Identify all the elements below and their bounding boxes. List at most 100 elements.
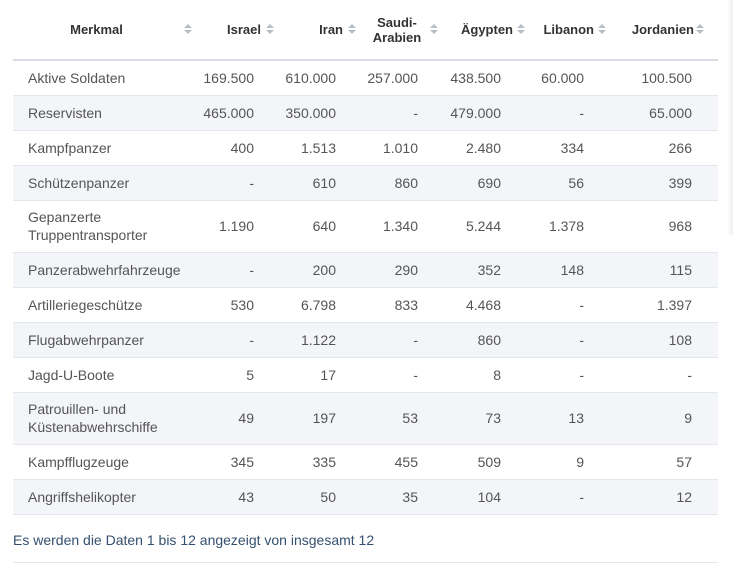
value-cell-saudi: 833 [362, 287, 444, 323]
sort-arrows-icon [696, 23, 704, 36]
header-label: Libanon [543, 22, 594, 37]
data-table-container: Merkmal Israel Iran Saudi- Arabien [13, 0, 718, 515]
value-cell-israel: - [198, 165, 280, 201]
row-label-cell: Reservisten [13, 95, 198, 131]
header-iran[interactable]: Iran [280, 0, 362, 61]
value-cell-libanon: 334 [527, 130, 610, 166]
value-cell-libanon: 1.378 [527, 200, 610, 253]
value-cell-israel: 169.500 [198, 60, 280, 96]
value-cell-jordanien: 100.500 [610, 60, 718, 96]
row-label-cell: Panzerabwehrfahrzeuge [13, 252, 198, 288]
header-libanon[interactable]: Libanon [527, 0, 610, 61]
table-body: Aktive Soldaten 169.500 610.000 257.000 438.… [13, 60, 718, 515]
value-cell-saudi: 455 [362, 444, 444, 480]
row-label: Panzerabwehrfahrzeuge [28, 261, 181, 278]
value-cell-iran: 335 [280, 444, 362, 480]
header-label: Merkmal [70, 22, 123, 37]
divider [13, 562, 718, 563]
value-cell-libanon: - [527, 357, 610, 393]
header-merkmal[interactable]: Merkmal [13, 0, 198, 61]
value-cell-aegypten: 352 [444, 252, 527, 288]
row-label: Aktive Soldaten [28, 69, 126, 86]
value-cell-libanon: 60.000 [527, 60, 610, 96]
value-cell-saudi: - [362, 357, 444, 393]
value-cell-jordanien: - [610, 357, 718, 393]
value-cell-iran: 1.513 [280, 130, 362, 166]
header-jordanien[interactable]: Jordanien [610, 0, 718, 61]
value-cell-jordanien: 108 [610, 322, 718, 358]
value-cell-aegypten: 104 [444, 479, 527, 515]
row-label-cell: Kampfflugzeuge [13, 444, 198, 480]
value-cell-aegypten: 8 [444, 357, 527, 393]
value-cell-jordanien: 12 [610, 479, 718, 515]
table-row: Flugabwehrpanzer -1.122-860-108 [13, 322, 718, 358]
value-cell-libanon: - [527, 479, 610, 515]
value-cell-israel: - [198, 322, 280, 358]
table-row: Aktive Soldaten 169.500 610.000 257.000 438.… [13, 60, 718, 96]
value-cell-saudi: 1.010 [362, 130, 444, 166]
value-cell-saudi: - [362, 322, 444, 358]
value-cell-israel: - [198, 252, 280, 288]
table-row: Jagd-U-Boote 5 17-8- - [13, 357, 718, 393]
value-cell-libanon: - [527, 95, 610, 131]
value-cell-iran: 200 [280, 252, 362, 288]
value-cell-saudi: 257.000 [362, 60, 444, 96]
value-cell-libanon: 148 [527, 252, 610, 288]
row-label: Kampfpanzer [28, 139, 112, 156]
row-label-cell: Angriffshelikopter [13, 479, 198, 515]
sort-arrows-icon [598, 23, 606, 36]
value-cell-libanon: 9 [527, 444, 610, 480]
value-cell-libanon: - [527, 287, 610, 323]
value-cell-libanon: 13 [527, 392, 610, 445]
value-cell-iran: 350.000 [280, 95, 362, 131]
row-label-cell: Kampfpanzer [13, 130, 198, 166]
row-label: Artilleriegeschütze [28, 296, 143, 313]
value-cell-saudi: 860 [362, 165, 444, 201]
sort-arrows-icon [348, 23, 356, 36]
header-label-line2: Arabien [372, 29, 422, 45]
header-saudi-arabien[interactable]: Saudi- Arabien [362, 0, 444, 61]
value-cell-iran: 6.798 [280, 287, 362, 323]
value-cell-jordanien: 65.000 [610, 95, 718, 131]
value-cell-israel: 43 [198, 479, 280, 515]
value-cell-aegypten: 2.480 [444, 130, 527, 166]
value-cell-saudi: 1.340 [362, 200, 444, 253]
header-label: Jordanien [631, 22, 694, 37]
value-cell-israel: 345 [198, 444, 280, 480]
value-cell-iran: 17 [280, 357, 362, 393]
value-cell-jordanien: 1.397 [610, 287, 718, 323]
table-row: Artilleriegeschütze 530 6.798 833 4.468-1.39… [13, 287, 718, 323]
value-cell-israel: 465.000 [198, 95, 280, 131]
table-row: Angriffshelikopter 43 50 35 104-12 [13, 479, 718, 515]
value-cell-israel: 49 [198, 392, 280, 445]
table-info-text: Es werden die Daten 1 bis 12 angezeigt v… [13, 532, 375, 548]
header-aegypten[interactable]: Ägypten [444, 0, 527, 61]
value-cell-jordanien: 9 [610, 392, 718, 445]
value-cell-iran: 640 [280, 200, 362, 253]
table-row: Reservisten 465.000 350.000-479.000-65.000 [13, 95, 718, 131]
sort-arrows-icon [517, 23, 525, 36]
row-label-cell: Aktive Soldaten [13, 60, 198, 96]
table-row: Kampfflugzeuge 345 335 455 509 9 57 [13, 444, 718, 480]
row-label: Flugabwehrpanzer [28, 331, 144, 348]
table-row: Kampfpanzer 400 1.513 1.010 2.480 334 266 [13, 130, 718, 166]
header-label: Israel [227, 22, 261, 37]
value-cell-israel: 400 [198, 130, 280, 166]
value-cell-aegypten: 73 [444, 392, 527, 445]
value-cell-iran: 610 [280, 165, 362, 201]
row-label-cell: Flugabwehrpanzer [13, 322, 198, 358]
value-cell-israel: 1.190 [198, 200, 280, 253]
table-row: Gepanzerte Truppentransporter 1.190 640 1.34… [13, 200, 718, 253]
sort-arrows-icon [184, 23, 192, 36]
value-cell-israel: 530 [198, 287, 280, 323]
value-cell-jordanien: 57 [610, 444, 718, 480]
value-cell-jordanien: 968 [610, 200, 718, 253]
value-cell-aegypten: 690 [444, 165, 527, 201]
row-label: Patrouillen- und [28, 401, 127, 417]
row-label: Reservisten [28, 104, 102, 121]
value-cell-jordanien: 399 [610, 165, 718, 201]
header-israel[interactable]: Israel [198, 0, 280, 61]
row-label-cell: Schützenpanzer [13, 165, 198, 201]
sort-arrows-icon [266, 23, 274, 36]
side-panel-edge [727, 0, 733, 235]
